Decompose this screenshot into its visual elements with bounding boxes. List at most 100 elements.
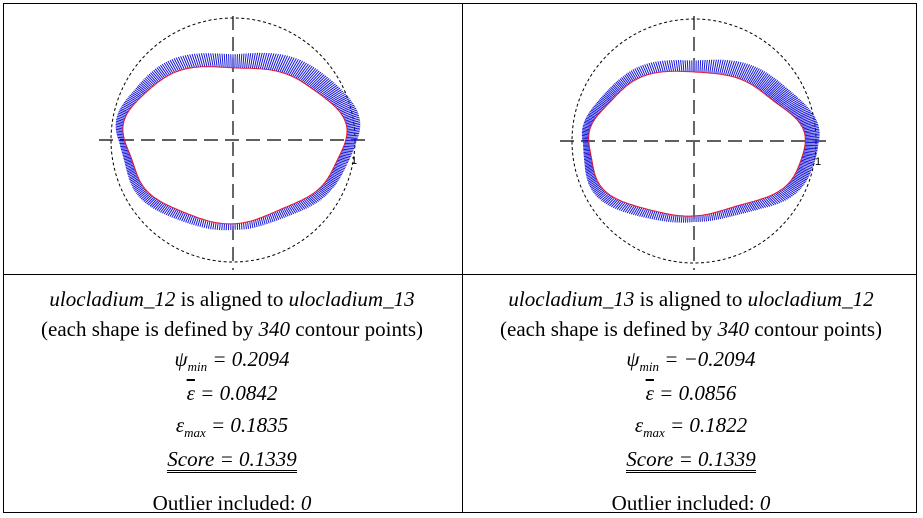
residual-line	[127, 97, 136, 104]
residual-line	[714, 212, 718, 220]
residual-line	[793, 109, 811, 118]
residual-line	[316, 79, 332, 93]
residual-line	[345, 118, 360, 123]
residual-line	[328, 92, 345, 102]
residual-line	[279, 55, 289, 73]
residual-line	[730, 61, 738, 77]
residual-line	[589, 110, 599, 116]
residual-line	[312, 193, 321, 201]
residual-line	[798, 164, 813, 170]
residual-line	[130, 93, 140, 100]
aligned-text: is aligned to	[634, 287, 748, 311]
residual-line	[625, 73, 633, 83]
residual-line	[764, 80, 779, 95]
residual-line	[154, 68, 164, 80]
residual-line	[161, 63, 170, 76]
residual-line	[597, 191, 607, 199]
residual-line	[798, 115, 815, 122]
residual-line	[598, 99, 608, 106]
residual-line	[205, 53, 210, 67]
eps-mean-value: = 0.0842	[194, 381, 278, 405]
residual-line	[602, 95, 611, 103]
residual-line	[774, 192, 785, 202]
residual-line	[746, 66, 757, 83]
residual-line	[333, 167, 344, 173]
residual-line	[331, 171, 342, 177]
residual-line	[596, 101, 606, 108]
residual-line	[595, 103, 605, 109]
residual-line	[751, 69, 762, 85]
residual-line	[139, 191, 148, 199]
residual-line	[173, 58, 181, 71]
residual-line	[328, 176, 338, 183]
residual-line	[804, 130, 820, 134]
residual-line	[587, 114, 596, 119]
residual-line	[738, 62, 746, 79]
residual-line	[784, 99, 802, 110]
residual-line	[670, 214, 673, 223]
residual-line	[581, 132, 590, 135]
residual-line	[346, 132, 360, 135]
residual-line	[591, 108, 601, 114]
residual-line	[277, 54, 286, 72]
residual-line	[214, 53, 218, 68]
residual-line	[581, 134, 589, 137]
residual-line	[791, 179, 804, 187]
residual-line	[762, 198, 771, 207]
residual-line	[319, 187, 328, 195]
residual-line	[622, 203, 630, 213]
residual-line	[583, 151, 591, 153]
source-shape: ulocladium_13	[508, 287, 635, 311]
residual-line	[671, 60, 675, 72]
residual-line	[321, 185, 331, 193]
points-count: 340	[717, 317, 750, 341]
residual-line	[321, 84, 338, 97]
residual-line	[345, 120, 361, 125]
residual-line	[245, 222, 247, 230]
residual-line	[604, 93, 613, 101]
residual-line	[583, 156, 592, 159]
residual-line	[283, 56, 293, 74]
residual-line	[122, 153, 130, 156]
residual-line	[185, 214, 190, 223]
residual-line	[782, 188, 793, 197]
residual-line	[785, 186, 796, 195]
residual-line	[796, 170, 810, 176]
residual-line	[742, 203, 749, 213]
residual-line	[668, 60, 672, 72]
residual-line	[249, 53, 254, 69]
residual-line	[632, 206, 639, 216]
residual-line	[769, 195, 779, 205]
row-divider	[4, 274, 916, 275]
residual-line	[802, 154, 817, 158]
residual-line	[780, 95, 798, 107]
residual-line	[159, 64, 169, 77]
residual-line	[286, 58, 297, 75]
comparison-table: 1 1 ulocladium_12 is aligned to ulocladi…	[3, 3, 917, 515]
residual-line	[788, 182, 800, 191]
residual-line	[661, 60, 666, 72]
residual-line	[144, 195, 153, 204]
outlier-label: Outlier included:	[152, 491, 301, 515]
residual-line	[732, 207, 737, 216]
residual-line	[336, 101, 353, 110]
residual-line	[583, 153, 591, 156]
residual-line	[624, 204, 632, 213]
residual-line	[636, 67, 643, 78]
residual-lines	[115, 52, 361, 231]
residual-line	[128, 173, 138, 179]
psi-value: = −0.2094	[658, 347, 756, 371]
residual-line	[734, 61, 742, 78]
residual-line	[587, 113, 597, 118]
residual-line	[257, 52, 263, 69]
outlier-value: 0	[300, 491, 312, 515]
residual-line	[130, 179, 140, 185]
residual-line	[333, 166, 345, 171]
residual-line	[342, 147, 355, 150]
residual-line	[339, 155, 351, 159]
residual-line	[289, 204, 297, 214]
residual-line	[614, 82, 622, 92]
residual-line	[303, 68, 317, 84]
residual-line	[116, 117, 125, 121]
residual-line	[713, 59, 717, 74]
